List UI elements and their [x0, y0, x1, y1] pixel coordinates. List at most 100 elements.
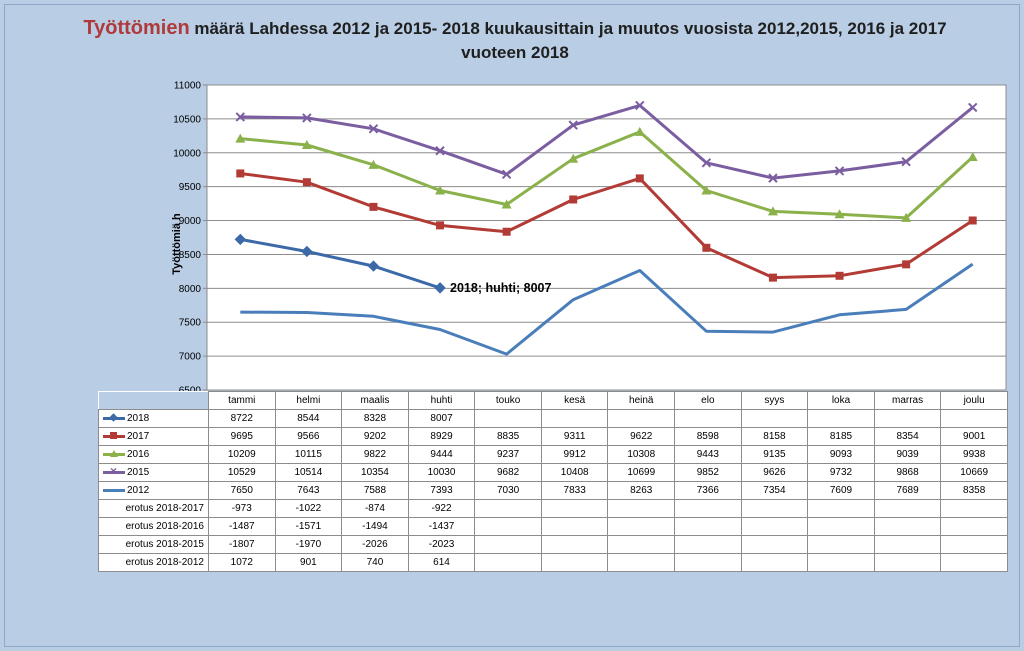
table-cell: 8007 — [407, 409, 476, 428]
table-cell: 7643 — [274, 481, 343, 500]
table-cell — [740, 499, 809, 518]
table-cell: 9444 — [407, 445, 476, 464]
table-cell — [540, 499, 609, 518]
y-axis-label: Työttömiä h — [170, 213, 183, 275]
table-cell — [873, 535, 942, 554]
table-row: 2018 8722 8544 8328 8007 — [98, 409, 1008, 428]
table-row: erotus 2018-2016 -1487 -1571 -1494 -1437 — [98, 517, 1008, 536]
table-cell: 9732 — [807, 463, 875, 482]
table-cell: 10115 — [274, 445, 343, 464]
table-cell — [807, 409, 875, 428]
table-cell: 8358 — [940, 481, 1008, 500]
legend-key-2017 — [103, 431, 125, 441]
table-cell — [807, 553, 875, 572]
table-cell — [674, 409, 742, 428]
table-cell — [607, 409, 676, 428]
legend-label: 2012 — [127, 485, 150, 496]
table-cell: 901 — [274, 553, 343, 572]
table-cell: 1072 — [208, 553, 276, 572]
table-cell: -1437 — [407, 517, 476, 536]
data-table: tammi helmi maalis huhti touko kesä heinä elo sy… — [98, 391, 1008, 572]
table-cell — [607, 517, 676, 536]
chart-title-rest: määrä Lahdessa 2012 ja 2015- 2018 kuukau… — [189, 19, 947, 62]
table-cell — [873, 517, 942, 536]
table-cell: 9237 — [474, 445, 542, 464]
table-corner — [98, 391, 209, 410]
table-row: erotus 2018-2012 1072 901 740 614 — [98, 553, 1008, 572]
table-cell — [740, 535, 809, 554]
x-tick-label: kesä — [540, 391, 609, 410]
table-cell — [607, 499, 676, 518]
x-tick-label: tammi — [208, 391, 276, 410]
table-cell — [940, 409, 1008, 428]
x-tick-label: heinä — [607, 391, 676, 410]
row-label: erotus 2018-2012 — [98, 553, 209, 572]
table-cell — [540, 553, 609, 572]
table-cell: 8354 — [873, 427, 942, 446]
table-cell: 7650 — [208, 481, 276, 500]
legend-key-2018 — [103, 413, 125, 423]
table-cell — [674, 517, 742, 536]
legend-label: 2016 — [127, 449, 150, 460]
table-cell: 10308 — [607, 445, 676, 464]
table-cell: 10354 — [341, 463, 409, 482]
legend-entry: 2012 — [98, 481, 209, 500]
table-cell — [607, 553, 676, 572]
table-cell: -922 — [407, 499, 476, 518]
table-cell: 7354 — [740, 481, 809, 500]
table-cell — [474, 553, 542, 572]
table-cell: 9682 — [474, 463, 542, 482]
table-cell: 9938 — [940, 445, 1008, 464]
table-cell — [873, 499, 942, 518]
legend-label: 2017 — [127, 431, 150, 442]
x-tick-label: huhti — [407, 391, 476, 410]
table-cell: 9852 — [674, 463, 742, 482]
table-cell — [873, 553, 942, 572]
table-cell: -973 — [208, 499, 276, 518]
table-cell — [474, 535, 542, 554]
table-cell: 8544 — [274, 409, 343, 428]
legend-key-2012 — [103, 485, 125, 495]
table-cell: 9093 — [807, 445, 875, 464]
table-cell: 7366 — [674, 481, 742, 500]
legend-entry: 2017 — [98, 427, 209, 446]
table-cell: 9695 — [208, 427, 276, 446]
table-header-row: tammi helmi maalis huhti touko kesä heinä elo sy… — [98, 391, 1008, 410]
table-cell — [807, 535, 875, 554]
table-cell — [940, 499, 1008, 518]
table-cell: -1487 — [208, 517, 276, 536]
table-cell: 8929 — [407, 427, 476, 446]
legend-label: 2015 — [127, 467, 150, 478]
table-cell: 9822 — [341, 445, 409, 464]
table-cell: 9912 — [540, 445, 609, 464]
table-row: 2017 9695 9566 9202 8929 8835 9311 9622 8598 8158… — [98, 427, 1008, 446]
table-cell: 9039 — [873, 445, 942, 464]
table-cell: -1571 — [274, 517, 343, 536]
table-cell: 9202 — [341, 427, 409, 446]
table-cell — [474, 499, 542, 518]
table-cell — [540, 409, 609, 428]
table-cell: -2026 — [341, 535, 409, 554]
table-cell — [540, 535, 609, 554]
x-tick-label: elo — [674, 391, 742, 410]
table-cell — [474, 409, 542, 428]
legend-key-2016 — [103, 449, 125, 459]
table-cell: 740 — [341, 553, 409, 572]
legend-entry: × 2015 — [98, 463, 209, 482]
table-cell: 7689 — [873, 481, 942, 500]
table-cell: -1970 — [274, 535, 343, 554]
table-row: 2012 7650 7643 7588 7393 7030 7833 8263 7366 7354… — [98, 481, 1008, 500]
table-cell: 10669 — [940, 463, 1008, 482]
table-cell — [474, 517, 542, 536]
table-cell: 8263 — [607, 481, 676, 500]
table-cell — [674, 553, 742, 572]
table-cell: -1022 — [274, 499, 343, 518]
row-label: erotus 2018-2016 — [98, 517, 209, 536]
table-cell: 9001 — [940, 427, 1008, 446]
table-cell: 8328 — [341, 409, 409, 428]
table-cell — [740, 409, 809, 428]
x-tick-label: joulu — [940, 391, 1008, 410]
table-cell: 9566 — [274, 427, 343, 446]
table-cell — [674, 499, 742, 518]
x-tick-label: helmi — [274, 391, 343, 410]
